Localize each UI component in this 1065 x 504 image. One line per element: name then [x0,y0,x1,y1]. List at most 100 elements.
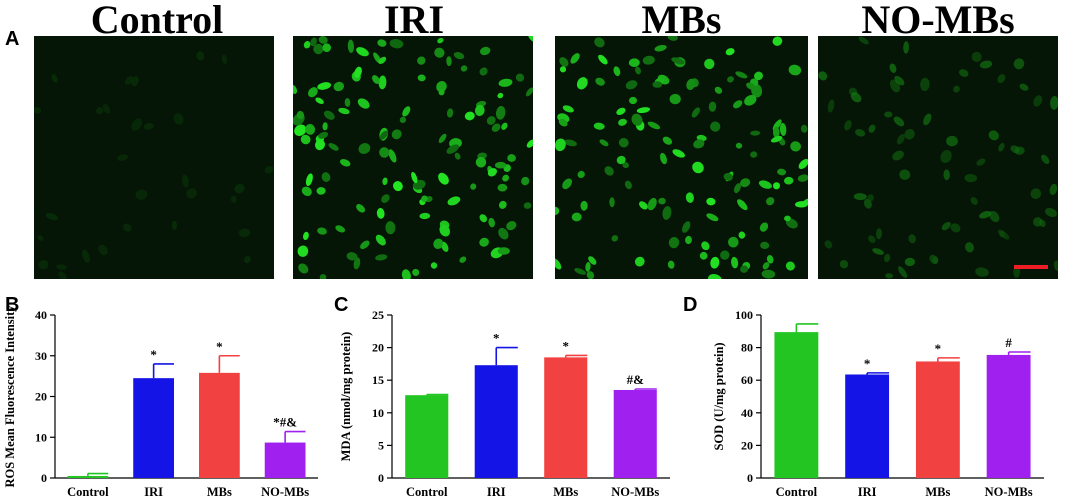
bar-mbs [198,372,240,478]
chart-ros: 0 10 20 30 40 ROS Mean Fluorescence Intensity… [0,290,330,504]
cell [479,214,488,223]
cell [946,135,958,147]
cell [762,262,770,270]
x-tick-label: NO-MBs [611,485,659,499]
cell [685,192,694,203]
cell [758,180,772,189]
cell [894,75,905,86]
cell [135,189,148,200]
cell [710,256,720,269]
cell [376,208,385,219]
cell [486,116,496,125]
y-axis-label: MDA (nmol/mg protein) [339,332,353,462]
cell [618,118,627,126]
cell [706,213,719,222]
y-tick-label: 10 [372,406,384,420]
cell [893,116,905,127]
cell [502,174,509,182]
cell [784,215,791,222]
cell [858,36,869,45]
significance-label: #& [627,372,645,387]
cell [727,76,734,83]
cell [953,85,960,93]
cell [772,126,780,139]
cell [1033,95,1043,107]
cell [723,173,733,181]
cell [706,197,716,206]
cell [385,221,396,235]
cell [744,94,757,106]
cell [770,135,783,143]
bar-control [405,395,449,478]
cell [899,169,911,180]
cell [436,81,447,93]
cell [971,51,982,62]
y-tick-label: 100 [735,308,753,322]
cell [314,139,326,151]
cell [766,197,775,206]
cell [800,124,808,133]
x-tick-label: IRI [487,485,506,499]
cell [660,152,667,165]
cell [943,169,950,181]
cell [507,154,516,162]
cell [662,136,673,145]
cell [708,273,722,279]
cell [528,36,533,42]
cell [402,106,411,117]
cell [795,201,808,208]
cell [728,236,739,248]
y-tick-label: 0 [378,471,384,485]
cell [941,221,951,231]
y-tick-label: 40 [741,406,753,420]
cell [555,206,560,216]
panel-label-d: D [683,294,698,316]
cell [625,80,638,90]
x-tick-label: Control [406,485,448,499]
cell [173,113,184,125]
cell [438,133,447,143]
cell [356,47,369,57]
cell [453,52,465,60]
cell [221,54,228,64]
cell [735,71,748,79]
cell [669,93,681,105]
cell [735,142,743,149]
header-mbs: MBs [641,0,722,42]
y-tick-label: 40 [35,308,47,322]
cell [624,180,632,190]
cell [908,234,916,244]
cell [372,75,380,84]
cell [737,199,748,211]
cell [898,266,908,278]
cell [884,253,891,263]
significance-label: * [864,356,871,371]
cell [714,86,723,94]
cell [122,223,132,232]
cell [117,154,129,161]
cell [378,56,387,64]
cell [498,200,507,209]
cell [316,187,326,195]
cell [488,217,495,228]
cell [474,104,485,116]
cell [305,173,313,187]
cell [495,105,506,120]
cell [302,231,309,241]
cell [389,39,404,49]
bar-control [774,332,819,478]
y-tick-label: 5 [378,438,384,452]
cell [867,194,874,202]
cell [321,172,331,182]
cell [759,222,769,232]
cell [559,66,567,73]
cell [319,273,327,279]
cell [790,141,801,152]
cell [501,122,508,130]
cell [588,256,597,265]
cell [896,133,905,145]
cell [929,254,939,265]
cell [872,248,884,255]
cell [998,142,1005,152]
cell [497,247,510,255]
